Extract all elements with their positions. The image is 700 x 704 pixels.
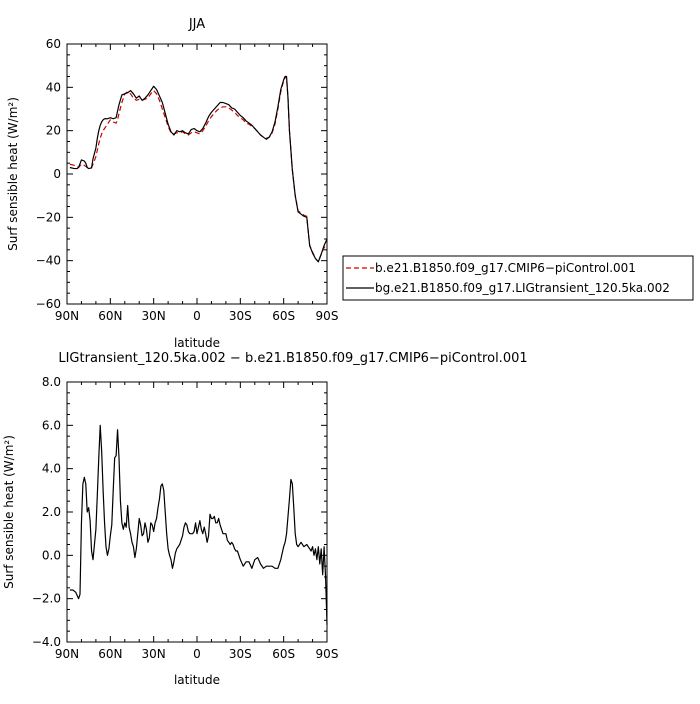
bottom-x-tick-label-4: 30S [229,647,252,661]
bottom-panel: LIGtransient_120.5ka.002 − b.e21.B1850.f… [2,351,528,687]
top-y-axis-label: Surf sensible heat (W/m²) [6,97,20,251]
legend-label-picontrol: b.e21.B1850.f09_g17.CMIP6−piControl.001 [375,261,636,275]
bottom-y-tick-label-3: 2.0 [42,505,61,519]
bottom-y-tick-label-6: −4.0 [32,635,61,649]
bottom-x-tick-label-3: 0 [193,647,201,661]
top-x-tick-label-4: 30S [229,309,252,323]
bottom-series [69,424,328,625]
top-series-line-1 [69,75,328,263]
top-y-tick-label-2: 20 [46,124,61,138]
bottom-x-tick-label-2: 30N [142,647,166,661]
top-y-ticks: 60 40 20 0 −20 −40 −60 [36,37,327,311]
bottom-x-tick-label-6: 90S [316,647,339,661]
top-x-axis-label: latitude [174,336,220,350]
bottom-x-tick-label-5: 60S [272,647,295,661]
top-y-tick-label-5: −40 [36,254,61,268]
top-x-tick-label-6: 90S [316,309,339,323]
top-y-tick-label-4: −20 [36,210,61,224]
top-y-tick-label-3: 0 [53,167,61,181]
bottom-series-line-0 [69,424,328,625]
top-x-tick-label-3: 0 [193,309,201,323]
bottom-x-ticks: 90N 60N 30N 0 30S 60S 90S [55,382,339,661]
bottom-x-tick-label-1: 60N [98,647,122,661]
top-x-ticks: 90N 60N 30N 0 30S 60S 90S [55,44,339,323]
bottom-y-tick-label-1: 6.0 [42,418,61,432]
top-x-tick-label-5: 60S [272,309,295,323]
top-x-tick-label-2: 30N [142,309,166,323]
top-y-tick-label-6: −60 [36,297,61,311]
bottom-y-tick-label-4: 0.0 [42,548,61,562]
top-x-tick-label-1: 60N [98,309,122,323]
bottom-x-tick-label-0: 90N [55,647,79,661]
top-panel: JJA 90N 60N 30N 0 30S 60S 90S 60 40 20 0 −20 −40 −60… [6,17,694,350]
bottom-x-axis-label: latitude [174,673,220,687]
top-x-tick-label-0: 90N [55,309,79,323]
top-y-tick-label-1: 40 [46,80,61,94]
legend-box [342,255,694,301]
bottom-y-tick-label-0: 8.0 [42,375,61,389]
bottom-y-tick-label-2: 4.0 [42,462,61,476]
bottom-panel-title: LIGtransient_120.5ka.002 − b.e21.B1850.f… [58,351,527,366]
bottom-y-tick-label-5: −2.0 [32,592,61,606]
legend: b.e21.B1850.f09_g17.CMIP6−piControl.001 … [342,255,694,301]
top-series [69,75,328,263]
legend-label-ligtransient: bg.e21.B1850.f09_g17.LIGtransient_120.5k… [375,281,670,295]
top-panel-title: JJA [188,17,205,32]
top-y-tick-label-0: 60 [46,37,61,51]
bottom-y-axis-label: Surf sensible heat (W/m²) [2,435,16,589]
top-plot-frame [66,43,328,305]
bottom-y-ticks: 8.0 6.0 4.0 2.0 0.0 −2.0 −4.0 [32,375,327,649]
